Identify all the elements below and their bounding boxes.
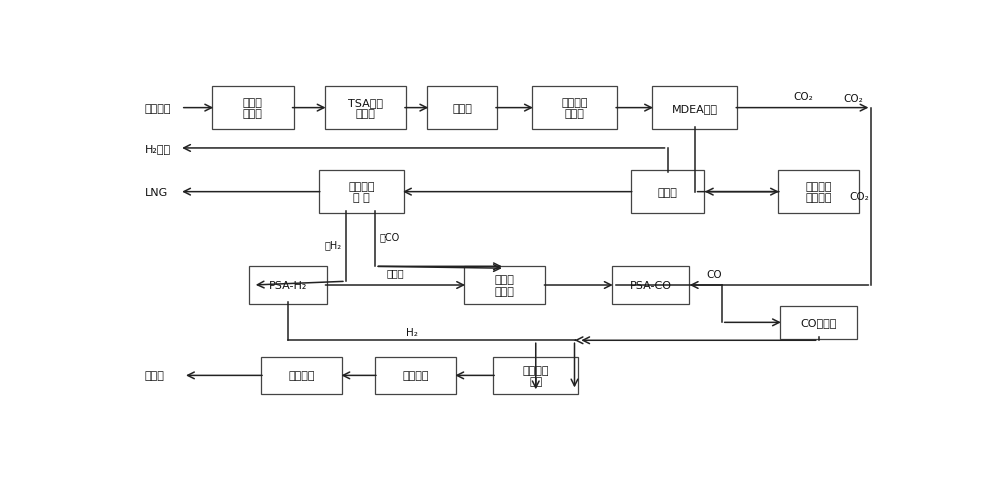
Text: 分子筛脱
水、脱汞: 分子筛脱 水、脱汞	[805, 182, 832, 203]
Text: CO压缩机: CO压缩机	[800, 318, 837, 328]
Text: CO: CO	[706, 269, 722, 279]
Text: 精甲醇: 精甲醇	[144, 371, 164, 380]
Text: 甲醇合成: 甲醇合成	[402, 371, 429, 380]
Text: 合成气压
缩机: 合成气压 缩机	[522, 365, 549, 386]
FancyBboxPatch shape	[532, 87, 617, 130]
Text: 膜分离: 膜分离	[658, 187, 677, 197]
Text: CO₂: CO₂	[849, 192, 869, 202]
FancyBboxPatch shape	[464, 267, 545, 304]
Text: PSA-H₂: PSA-H₂	[269, 280, 307, 290]
FancyBboxPatch shape	[612, 267, 689, 304]
Text: 甲醇精馏: 甲醇精馏	[288, 371, 315, 380]
Text: 富H₂: 富H₂	[325, 240, 342, 250]
FancyBboxPatch shape	[652, 87, 737, 130]
FancyBboxPatch shape	[493, 357, 578, 394]
FancyBboxPatch shape	[249, 267, 326, 304]
FancyBboxPatch shape	[325, 87, 406, 130]
Text: TSA脱焦
油、茈: TSA脱焦 油、茈	[348, 98, 383, 119]
FancyBboxPatch shape	[427, 87, 497, 130]
Text: PSA-CO: PSA-CO	[629, 280, 671, 290]
Text: H₂产品: H₂产品	[144, 144, 170, 153]
Text: 深冷液化
分 离: 深冷液化 分 离	[348, 182, 375, 203]
Text: 增压机: 增压机	[452, 104, 472, 113]
FancyBboxPatch shape	[780, 306, 857, 339]
Text: 原料气
压缩机: 原料气 压缩机	[243, 98, 263, 119]
Text: CO₂: CO₂	[843, 94, 863, 104]
Text: 解吸气
压缩机: 解吸气 压缩机	[495, 274, 515, 296]
Text: H₂: H₂	[406, 327, 418, 337]
FancyBboxPatch shape	[375, 357, 456, 394]
Text: LNG: LNG	[144, 187, 168, 197]
Text: 解吸气: 解吸气	[386, 267, 404, 277]
Text: 焦炉煤气: 焦炉煤气	[144, 104, 171, 113]
FancyBboxPatch shape	[261, 357, 342, 394]
FancyBboxPatch shape	[631, 171, 704, 213]
Text: 干法净化
精脱硫: 干法净化 精脱硫	[561, 98, 588, 119]
FancyBboxPatch shape	[212, 87, 294, 130]
FancyBboxPatch shape	[778, 171, 859, 213]
Text: 富CO: 富CO	[379, 231, 399, 242]
Text: MDEA脱碳: MDEA脱碳	[672, 104, 718, 113]
FancyBboxPatch shape	[319, 171, 404, 213]
Text: CO₂: CO₂	[793, 92, 813, 102]
